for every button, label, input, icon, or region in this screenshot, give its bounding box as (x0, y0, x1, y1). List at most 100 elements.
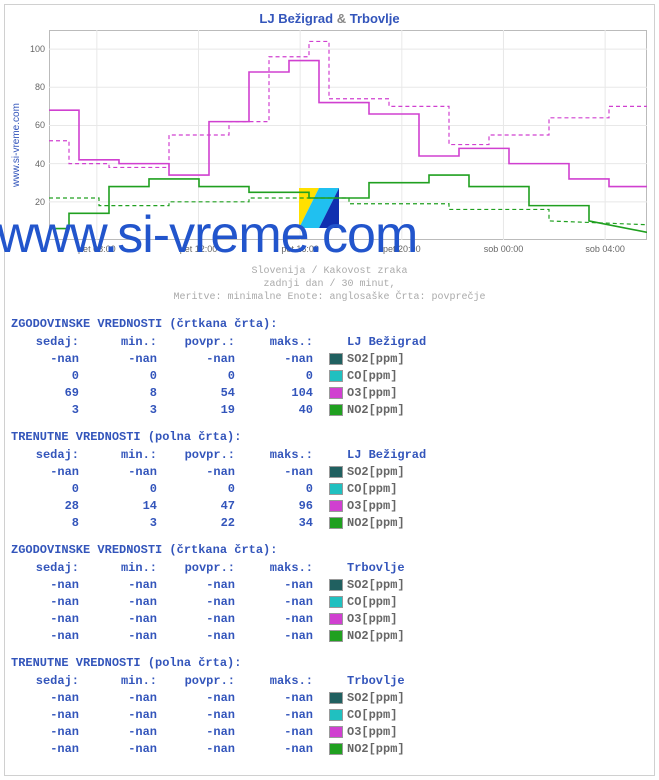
data-tables: ZGODOVINSKE VREDNOSTI (črtkana črta): sed… (11, 317, 648, 757)
x-tick-label: pet 08:00 (78, 244, 116, 254)
chart-zone: www.si-vreme.com 20406080100 pet 08:00pe… (11, 30, 647, 260)
table-row: -nan-nan-nan-nanNO2[ppm] (11, 740, 648, 757)
y-axis-label: www.si-vreme.com (11, 30, 31, 260)
table-row: -nan-nan-nan-nanSO2[ppm] (11, 350, 648, 367)
line-chart (49, 30, 647, 240)
table-row: -nan-nan-nan-nanCO[ppm] (11, 706, 648, 723)
subtitle-1: Slovenija / Kakovost zraka (11, 266, 648, 277)
y-tick-label: 80 (35, 82, 45, 92)
cell-value: -nan (11, 595, 89, 609)
table-row: 832234NO2[ppm] (11, 514, 648, 531)
cell-value: 0 (245, 369, 323, 383)
column-header: povpr.: (167, 674, 245, 688)
cell-value: 0 (11, 482, 89, 496)
color-swatch (329, 709, 343, 721)
cell-value: -nan (167, 629, 245, 643)
x-tick-label: pet 20:00 (383, 244, 421, 254)
table-row: 28144796O3[ppm] (11, 497, 648, 514)
series-label: O3[ppm] (347, 612, 397, 626)
table-section: ZGODOVINSKE VREDNOSTI (črtkana črta): sed… (11, 543, 648, 644)
series-label: NO2[ppm] (347, 403, 405, 417)
cell-value: -nan (245, 352, 323, 366)
table-header-row: sedaj:min.:povpr.:maks.:LJ Bežigrad (11, 446, 648, 463)
cell-value: -nan (89, 708, 167, 722)
cell-value: -nan (245, 465, 323, 479)
table-header-row: sedaj:min.:povpr.:maks.:LJ Bežigrad (11, 333, 648, 350)
color-swatch (329, 726, 343, 738)
cell-value: -nan (89, 595, 167, 609)
color-swatch (329, 613, 343, 625)
series-label: CO[ppm] (347, 595, 397, 609)
y-ticks: 20406080100 (31, 30, 47, 240)
series-label: SO2[ppm] (347, 578, 405, 592)
color-swatch (329, 743, 343, 755)
table-row: 69854104O3[ppm] (11, 384, 648, 401)
section-heading: ZGODOVINSKE VREDNOSTI (črtkana črta): (11, 543, 648, 557)
cell-value: -nan (89, 352, 167, 366)
column-header: sedaj: (11, 674, 89, 688)
table-row: -nan-nan-nan-nanSO2[ppm] (11, 576, 648, 593)
series-label: CO[ppm] (347, 369, 397, 383)
chart-title: LJ Bežigrad & Trbovlje (11, 11, 648, 26)
subtitle-3: Meritve: minimalne Enote: anglosaške Črt… (11, 292, 648, 303)
cell-value: -nan (245, 595, 323, 609)
cell-value: -nan (11, 612, 89, 626)
column-header: maks.: (245, 674, 323, 688)
series-label: O3[ppm] (347, 725, 397, 739)
table-section: TRENUTNE VREDNOSTI (polna črta):sedaj:mi… (11, 656, 648, 757)
cell-value: -nan (89, 578, 167, 592)
cell-value: -nan (89, 612, 167, 626)
series-label: CO[ppm] (347, 482, 397, 496)
cell-value: -nan (167, 595, 245, 609)
column-header: sedaj: (11, 448, 89, 462)
cell-value: -nan (11, 578, 89, 592)
report-container: LJ Bežigrad & Trbovlje www.si-vreme.com … (4, 4, 655, 776)
title-station-a: LJ Bežigrad (259, 11, 333, 26)
section-heading: ZGODOVINSKE VREDNOSTI (črtkana črta): (11, 317, 648, 331)
cell-value: 8 (89, 386, 167, 400)
cell-value: 22 (167, 516, 245, 530)
column-header: sedaj: (11, 561, 89, 575)
cell-value: 96 (245, 499, 323, 513)
logo-icon (299, 188, 339, 228)
cell-value: -nan (167, 725, 245, 739)
title-station-b: Trbovlje (350, 11, 400, 26)
cell-value: -nan (167, 612, 245, 626)
column-header: povpr.: (167, 448, 245, 462)
cell-value: -nan (11, 708, 89, 722)
cell-value: -nan (167, 708, 245, 722)
column-header: min.: (89, 674, 167, 688)
table-row: -nan-nan-nan-nanCO[ppm] (11, 593, 648, 610)
cell-value: 8 (11, 516, 89, 530)
cell-value: 0 (167, 482, 245, 496)
x-tick-label: sob 04:00 (585, 244, 625, 254)
cell-value: 19 (167, 403, 245, 417)
cell-value: 0 (245, 482, 323, 496)
column-header: maks.: (245, 448, 323, 462)
series-label: NO2[ppm] (347, 742, 405, 756)
color-swatch (329, 387, 343, 399)
color-swatch (329, 579, 343, 591)
cell-value: -nan (89, 742, 167, 756)
x-tick-label: pet 12:00 (180, 244, 218, 254)
cell-value: -nan (167, 465, 245, 479)
cell-value: 0 (11, 369, 89, 383)
color-swatch (329, 353, 343, 365)
cell-value: 47 (167, 499, 245, 513)
column-header: povpr.: (167, 561, 245, 575)
color-swatch (329, 596, 343, 608)
color-swatch (329, 404, 343, 416)
column-header: maks.: (245, 335, 323, 349)
series-label: SO2[ppm] (347, 465, 405, 479)
cell-value: 0 (167, 369, 245, 383)
table-row: -nan-nan-nan-nanSO2[ppm] (11, 689, 648, 706)
series-label: NO2[ppm] (347, 629, 405, 643)
y-tick-label: 20 (35, 197, 45, 207)
y-tick-label: 60 (35, 120, 45, 130)
cell-value: -nan (11, 465, 89, 479)
cell-value: -nan (89, 465, 167, 479)
station-name: LJ Bežigrad (347, 335, 426, 349)
cell-value: 40 (245, 403, 323, 417)
color-swatch (329, 630, 343, 642)
table-header-row: sedaj:min.:povpr.:maks.:Trbovlje (11, 672, 648, 689)
